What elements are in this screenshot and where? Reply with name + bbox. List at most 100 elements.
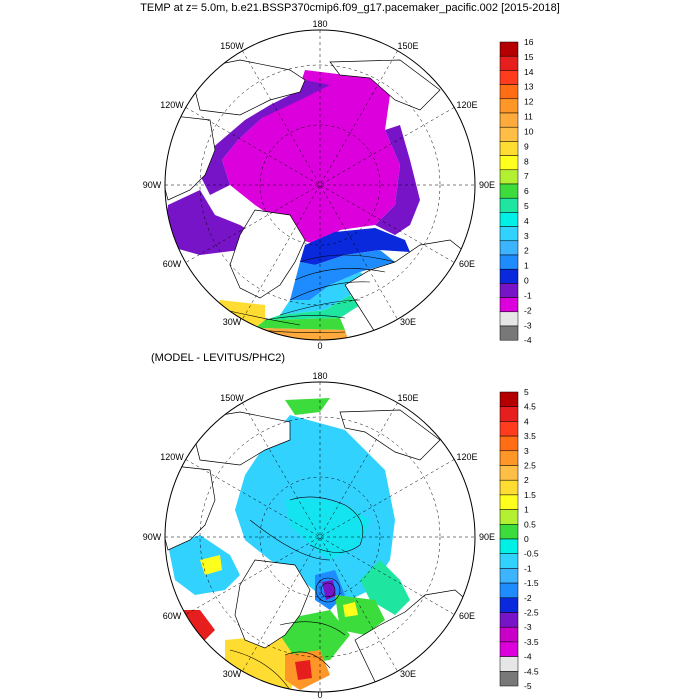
colorbar-label: 14 (524, 67, 534, 77)
colorbar-box (499, 465, 519, 481)
colorbar-label: 11 (524, 112, 533, 122)
colorbar-box (499, 297, 519, 313)
colorbar-label: -2 (524, 593, 532, 603)
colorbar-box (499, 421, 519, 437)
lon-label: 60W (163, 611, 182, 621)
lon-label: 60E (459, 611, 475, 621)
colorbar-box (499, 55, 519, 71)
colorbar-label: -2 (524, 305, 532, 315)
colorbar-label: 15 (524, 52, 534, 62)
colorbar-label: -4.5 (524, 666, 539, 676)
colorbar-label: 0 (524, 534, 529, 544)
colorbar-box (499, 141, 519, 156)
colorbar-label: -2.5 (524, 608, 539, 618)
colorbar-label: 5 (524, 387, 529, 397)
colorbar-box (499, 450, 519, 466)
colorbar-label: -0.5 (524, 549, 539, 559)
colorbar-label: 3 (524, 446, 529, 456)
lon-label: 120W (160, 100, 184, 110)
colorbar-label: 1 (524, 505, 529, 515)
colorbar-box (499, 197, 519, 213)
colorbar-label: 6 (524, 186, 529, 196)
colorbar-label: 16 (524, 37, 534, 47)
colorbar-box (499, 254, 519, 270)
colorbar-label: -1.5 (524, 578, 539, 588)
colorbar-box (499, 626, 519, 643)
colorbar-box (499, 391, 519, 407)
colorbar-box (499, 325, 519, 341)
colorbar-box (499, 311, 519, 327)
page-title: TEMP at z= 5.0m, b.e21.BSSP370cmip6.f09_… (140, 2, 560, 14)
colorbar-label: -3 (524, 622, 532, 632)
colorbar-box (499, 509, 519, 525)
colorbar-box (499, 112, 519, 128)
colorbar-box (499, 641, 519, 657)
colorbar-box (499, 406, 519, 422)
colorbar-box (499, 435, 519, 452)
colorbar-label: 7 (524, 171, 529, 181)
colorbar-label: 1.5 (524, 490, 536, 500)
colorbar-box (499, 183, 519, 199)
colorbar-box (499, 126, 519, 142)
colorbar-box (499, 597, 519, 613)
lon-label: 150E (397, 41, 418, 51)
colorbar-label: -4 (524, 652, 532, 662)
colorbar-box (499, 84, 519, 100)
colorbar-label: 4 (524, 416, 529, 426)
colorbar-box (499, 212, 519, 227)
colorbar-box (499, 98, 519, 114)
lon-label: 90E (479, 180, 495, 190)
colorbar-label: 3 (524, 231, 529, 241)
colorbar-box (499, 268, 519, 284)
colorbar-label: -3.5 (524, 637, 539, 647)
lon-label: 150W (220, 41, 244, 51)
colorbar-label: -1 (524, 290, 532, 300)
lon-label: 60W (163, 259, 182, 269)
lon-label: 90E (479, 532, 495, 542)
colorbar-label: 13 (524, 82, 534, 92)
lon-label: 150W (220, 393, 244, 403)
lon-label: 30E (400, 317, 416, 327)
colorbar-box (499, 612, 519, 628)
colorbar-label: 2 (524, 246, 529, 256)
colorbar-box (499, 656, 519, 672)
lon-label: 90W (143, 180, 162, 190)
colorbar-box (499, 41, 519, 57)
lon-label: 60E (459, 259, 475, 269)
colorbar-label: 0 (524, 276, 529, 286)
colorbar-box (499, 240, 519, 256)
colorbar-label: 10 (524, 126, 534, 136)
colorbar-label: 3.5 (524, 431, 536, 441)
colorbar-label: -3 (524, 320, 532, 330)
colorbar-box (499, 582, 519, 599)
difference-panel-title: (MODEL - LEVITUS/PHC2) (151, 352, 286, 364)
colorbar-label: 5 (524, 201, 529, 211)
colorbar-box (499, 553, 519, 569)
colorbar-box (499, 70, 519, 85)
difference-colorbar: 5 4.5 4 3.5 3 2.5 2 1.5 1 0.5 0 -0.5 -1 -1.5 -2 -2.5 -3 -… (499, 387, 539, 691)
colorbar-box (499, 524, 519, 540)
colorbar-label: 1 (524, 261, 529, 271)
difference-map (164, 381, 476, 693)
temperature-map (164, 29, 476, 341)
colorbar-label: -5 (524, 681, 532, 691)
lon-label: 0 (317, 341, 322, 351)
colorbar-label: -1 (524, 563, 532, 573)
lon-label: 180 (312, 371, 327, 381)
colorbar-label: 9 (524, 141, 529, 151)
colorbar-box (499, 494, 519, 510)
colorbar-label: 4 (524, 216, 529, 226)
colorbar-label: 8 (524, 156, 529, 166)
top-longitude-labels: 180 0 150W 150E 120W 120E 90W 90E 60W 60… (143, 19, 495, 351)
colorbar-box (499, 169, 519, 185)
colorbar-label: 2.5 (524, 461, 536, 471)
lon-label: 120E (456, 100, 477, 110)
colorbar-box (499, 479, 519, 496)
lon-label: 30W (223, 669, 242, 679)
colorbar-label: -4 (524, 335, 532, 345)
lon-label: 120W (160, 452, 184, 462)
lon-label: 150E (397, 393, 418, 403)
colorbar-label: 2 (524, 475, 529, 485)
lon-label: 120E (456, 452, 477, 462)
colorbar-label: 12 (524, 97, 534, 107)
